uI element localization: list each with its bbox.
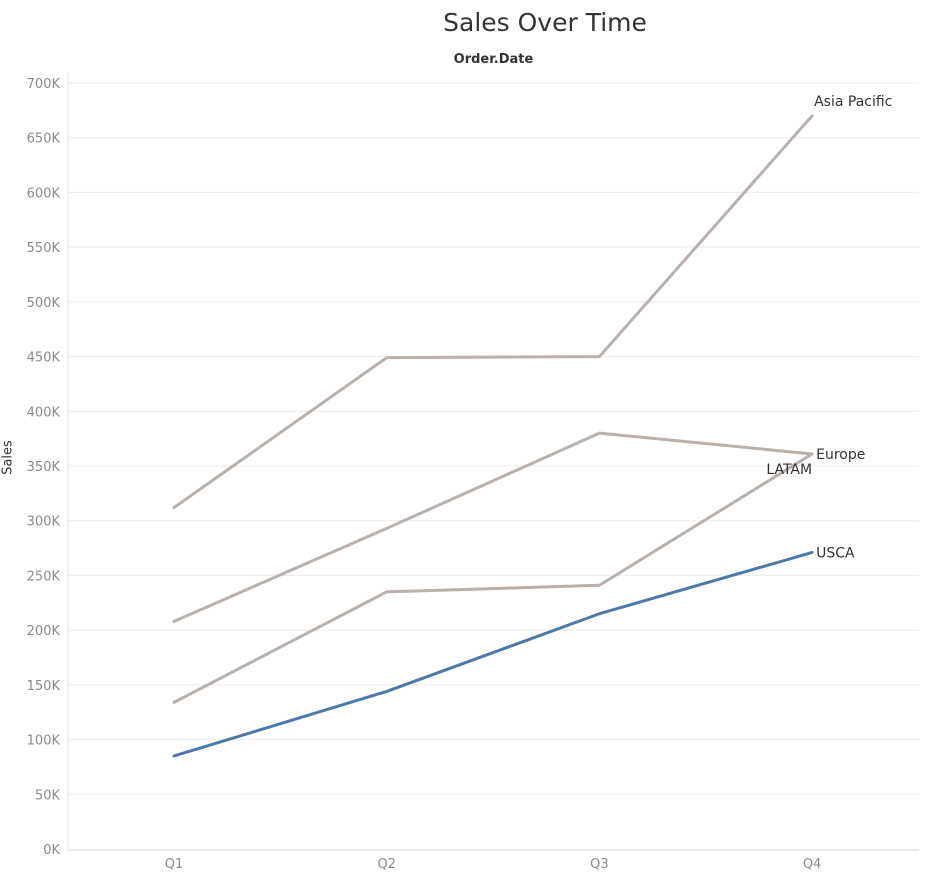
y-tick-label: 700K xyxy=(27,77,61,92)
y-tick-label: 550K xyxy=(27,241,61,256)
series-line-asia-pacific xyxy=(172,114,814,510)
series-label: Asia Pacific xyxy=(814,94,892,110)
y-tick-label: 300K xyxy=(27,515,61,530)
x-tick-label: Q4 xyxy=(803,857,822,872)
y-tick-label: 450K xyxy=(27,351,61,366)
chart-title: Sales Over Time xyxy=(443,8,647,37)
y-tick-label: 150K xyxy=(27,679,61,694)
gridlines xyxy=(68,82,919,795)
y-tick-label: 100K xyxy=(27,734,61,749)
y-tick-label: 400K xyxy=(27,405,61,420)
x-tick-label: Q1 xyxy=(165,857,184,872)
y-tick-label: 50K xyxy=(35,788,61,803)
y-tick-label: 350K xyxy=(27,460,61,475)
y-tick-label: 500K xyxy=(27,296,61,311)
series-lines xyxy=(172,114,814,758)
y-tick-label: 250K xyxy=(27,569,61,584)
x-tick-label: Q2 xyxy=(377,857,396,872)
x-tick-label: Q3 xyxy=(590,857,609,872)
series-line-latam xyxy=(172,452,814,704)
series-line-europe xyxy=(172,431,814,623)
series-label: USCA xyxy=(816,545,855,561)
plot-frame xyxy=(67,73,919,851)
y-axis-ticks: 0K 50K 100K 150K 200K 250K 300K 350K 400K 450K 500… xyxy=(27,77,61,858)
x-axis-ticks: Q1 Q2 Q3 Q4 xyxy=(165,857,822,872)
y-tick-label: 600K xyxy=(27,186,61,201)
series-label: LATAM xyxy=(766,462,812,478)
series-label: Europe xyxy=(816,447,865,463)
y-tick-label: 200K xyxy=(27,624,61,639)
x-axis-header: Order.Date xyxy=(453,52,534,67)
y-tick-label: 650K xyxy=(27,132,61,147)
series-line-usca xyxy=(172,550,814,758)
y-tick-label: 0K xyxy=(43,843,60,858)
